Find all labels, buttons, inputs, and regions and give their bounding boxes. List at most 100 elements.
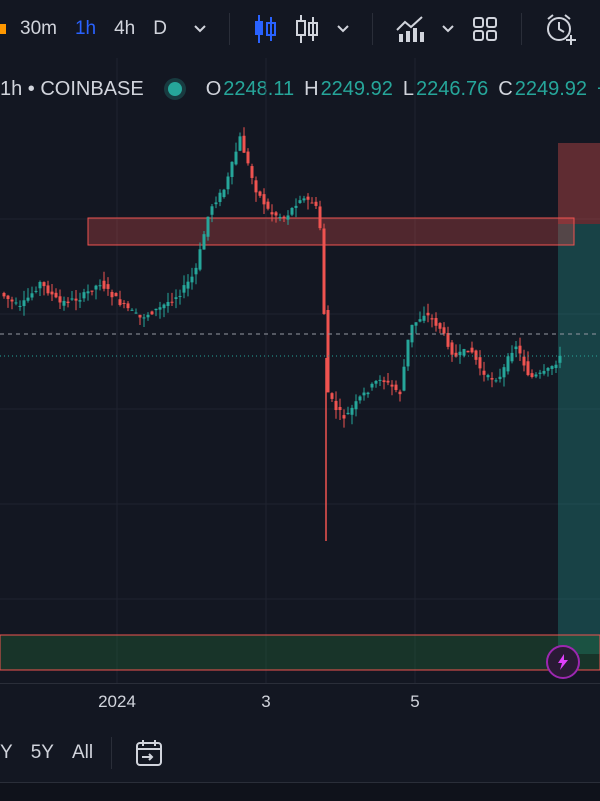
candle-body	[102, 280, 106, 289]
candle-body	[186, 281, 190, 289]
candle-body	[414, 322, 418, 326]
timeframe-1h[interactable]: 1h	[74, 18, 97, 39]
long-position-stop-zone	[558, 143, 600, 224]
candle-body	[134, 312, 138, 314]
candle-body	[282, 216, 286, 219]
candle-body	[14, 302, 18, 304]
divider	[111, 737, 113, 769]
candle-body	[230, 161, 234, 177]
candle-body	[546, 367, 550, 371]
candle-body	[334, 400, 338, 411]
candle-body	[146, 314, 150, 318]
candle-body	[178, 295, 182, 297]
x-axis-label-3: 3	[261, 692, 271, 711]
candle-body	[246, 151, 250, 164]
x-axis-label-2024: 2024	[98, 692, 136, 711]
candle-body	[538, 372, 542, 374]
candle-body	[322, 228, 326, 314]
chevron-down-icon[interactable]	[193, 24, 207, 34]
candle-body	[194, 267, 198, 275]
lightning-icon[interactable]	[546, 645, 580, 679]
ohlc-legend: 1h • COINBASE O 2248.11 H 2249.92 L 2246…	[0, 72, 600, 106]
timeframe-30m[interactable]: 30m	[20, 18, 57, 39]
price-chart[interactable]	[0, 58, 600, 683]
calendar-goto-icon[interactable]	[134, 738, 164, 768]
timeframe-d[interactable]: D	[153, 18, 167, 39]
candle-body	[158, 307, 162, 310]
candle-body	[310, 202, 314, 204]
candle-body	[82, 292, 86, 299]
alarm-clock-icon[interactable]	[544, 12, 578, 46]
candle-body	[22, 300, 26, 307]
candle-body	[166, 301, 170, 306]
candle-body	[550, 366, 554, 369]
candle-body	[370, 383, 374, 388]
candle-body	[114, 293, 118, 297]
symbol-label[interactable]: 1h • COINBASE	[0, 77, 144, 100]
candle-body	[378, 379, 382, 381]
candle-body	[90, 290, 94, 292]
candle-body	[542, 370, 546, 374]
candle-body	[274, 212, 278, 216]
candle-body	[162, 304, 166, 309]
open-value: 2248.11	[223, 77, 295, 100]
candle-body	[362, 392, 366, 396]
candle-body	[510, 352, 514, 362]
candle-body	[530, 373, 534, 377]
candle-body	[234, 151, 238, 165]
chevron-down-icon[interactable]	[336, 24, 350, 34]
hollow-candles-icon[interactable]	[294, 13, 320, 45]
candle-body	[6, 295, 10, 300]
candle-body	[498, 376, 502, 380]
indicators-icon[interactable]	[395, 14, 425, 44]
candle-body	[294, 205, 298, 208]
candle-body	[514, 346, 518, 350]
candle-body	[218, 192, 222, 202]
candle-body	[486, 375, 490, 378]
candle-body	[198, 249, 202, 270]
candle-body	[302, 198, 306, 201]
x-axis-label-5: 5	[410, 692, 420, 711]
open-key: O	[205, 77, 222, 100]
candle-body	[214, 202, 218, 205]
candle-body	[210, 206, 214, 215]
candle-body	[422, 315, 426, 321]
candle-body	[226, 176, 230, 190]
candle-body	[58, 296, 62, 303]
divider	[520, 13, 522, 45]
candle-body	[170, 301, 174, 303]
candle-body	[66, 301, 70, 304]
candle-body	[250, 166, 254, 178]
candle-body	[286, 215, 290, 220]
candle-body	[106, 284, 110, 289]
candle-body	[242, 135, 246, 153]
candle-body	[522, 356, 526, 366]
range-all[interactable]: All	[71, 742, 94, 763]
candle-body	[526, 361, 530, 376]
timeframe-4h[interactable]: 4h	[114, 18, 136, 39]
candle-body	[490, 378, 494, 380]
flag-marker	[0, 24, 6, 34]
candle-body	[86, 291, 90, 294]
candle-body	[130, 309, 134, 311]
range-5y[interactable]: 5Y	[30, 742, 54, 763]
candles-icon[interactable]	[252, 13, 278, 45]
divider	[228, 13, 230, 45]
candle-body	[138, 314, 142, 318]
layout-grid-icon[interactable]	[471, 15, 499, 43]
candle-body	[466, 350, 470, 353]
candle-body	[346, 412, 350, 415]
candle-body	[386, 380, 390, 383]
candle-body	[442, 327, 446, 334]
candle-body	[390, 384, 394, 387]
range-y[interactable]: Y	[0, 742, 13, 763]
candle-body	[202, 234, 206, 250]
candle-body	[34, 290, 38, 292]
chevron-down-icon[interactable]	[441, 24, 455, 34]
candle-body	[222, 189, 226, 198]
candle-body	[30, 293, 34, 298]
candle-body	[458, 351, 462, 356]
candle-body	[70, 298, 74, 300]
candle-body	[18, 305, 22, 307]
top-toolbar: 30m 1h 4h D	[0, 0, 600, 58]
